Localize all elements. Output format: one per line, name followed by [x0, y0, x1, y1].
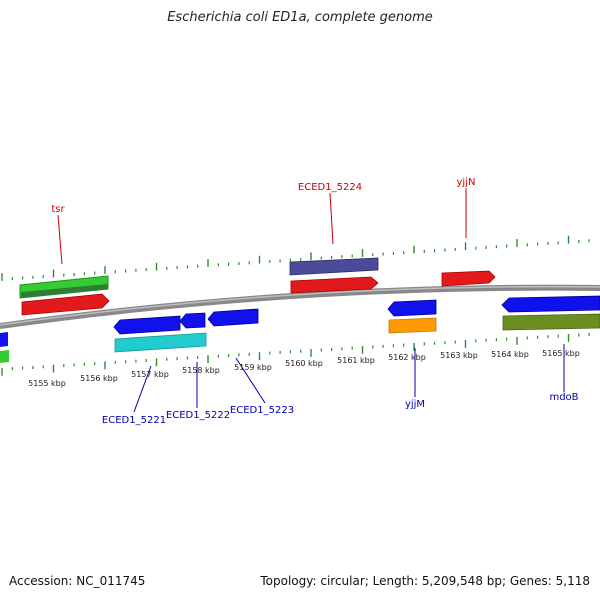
feature-eced1-5224-arrow — [290, 276, 379, 294]
feature-mdob-arrow — [501, 295, 600, 313]
scale-label: 5163 kbp — [440, 351, 478, 360]
scale-label: 5157 kbp — [131, 370, 169, 379]
feature-tsr-arrow — [21, 293, 110, 316]
gene-label-yjjm: yjjM — [405, 399, 425, 410]
leader-tsr — [57, 214, 63, 265]
leader-eced1-5223 — [235, 357, 266, 404]
gene-label-tsr: tsr — [51, 204, 65, 215]
gene-label-eced1-5221: ECED1_5221 — [102, 415, 166, 426]
feature-yjjm-bar — [388, 317, 437, 334]
feature-yjjn-arrow — [441, 270, 496, 287]
gene-label-mdob: mdoB — [549, 392, 578, 403]
map-title: Escherichia coli ED1a, complete genome — [167, 10, 433, 25]
scale-label: 5164 kbp — [491, 350, 529, 359]
feature-eced1-5223-arrow — [207, 308, 259, 327]
accession-text: Accession: NC_011745 — [9, 574, 146, 588]
feature-left-edge-blue — [0, 332, 8, 347]
leader-eced1-5224 — [329, 192, 334, 245]
scale-label: 5155 kbp — [28, 379, 66, 388]
outer-tick-row — [1, 235, 590, 281]
feature-yjjm-arrow — [387, 299, 437, 317]
feature-mdob-bar — [502, 313, 600, 331]
inner-tick-row — [1, 332, 590, 376]
scale-label: 5161 kbp — [337, 356, 375, 365]
scale-label: 5160 kbp — [285, 359, 323, 368]
gene-label-yjjn: yjjN — [457, 177, 476, 188]
feature-tsr-darkgreen-bar — [21, 284, 108, 298]
scale-label: 5159 kbp — [234, 363, 272, 372]
feature-eced1-5221-bar — [114, 332, 207, 353]
genome-backbone-highlight — [0, 285, 600, 326]
feature-eced1-5221-arrow — [113, 315, 181, 335]
scale-label: 5165 kbp — [542, 349, 580, 358]
genome-summary-text: Topology: circular; Length: 5,209,548 bp… — [260, 574, 590, 588]
gene-label-eced1-5222: ECED1_5222 — [166, 410, 230, 421]
gene-label-eced1-5224: ECED1_5224 — [298, 182, 362, 193]
gene-label-eced1-5223: ECED1_5223 — [230, 405, 294, 416]
scale-label: 5162 kbp — [388, 353, 426, 362]
genome-backbone — [0, 284, 600, 329]
feature-eced1-5222-arrow — [179, 312, 206, 329]
scale-label: 5156 kbp — [80, 374, 118, 383]
scale-label: 5158 kbp — [182, 366, 220, 375]
feature-eced1-5224-bar — [289, 257, 379, 276]
feature-left-edge-green — [0, 350, 9, 363]
leader-eced1-5221 — [133, 365, 152, 413]
